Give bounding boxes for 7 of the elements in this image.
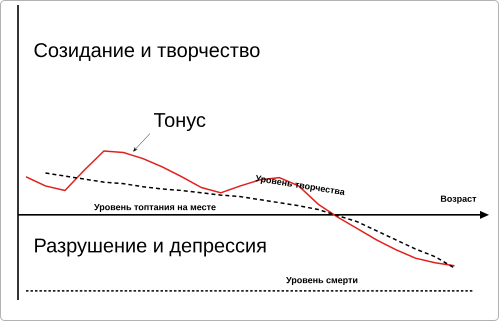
annotation: Разрушение и депрессия	[35, 238, 266, 256]
annotation: Уровень топтания на месте	[94, 204, 216, 212]
series-label: Уровень смерти	[286, 276, 358, 286]
text: Уровень творчества	[255, 174, 344, 196]
series-label: Тонус	[154, 113, 206, 132]
text: Созидание и творчество	[34, 43, 260, 62]
x-axis-title: Возраст	[440, 196, 476, 204]
